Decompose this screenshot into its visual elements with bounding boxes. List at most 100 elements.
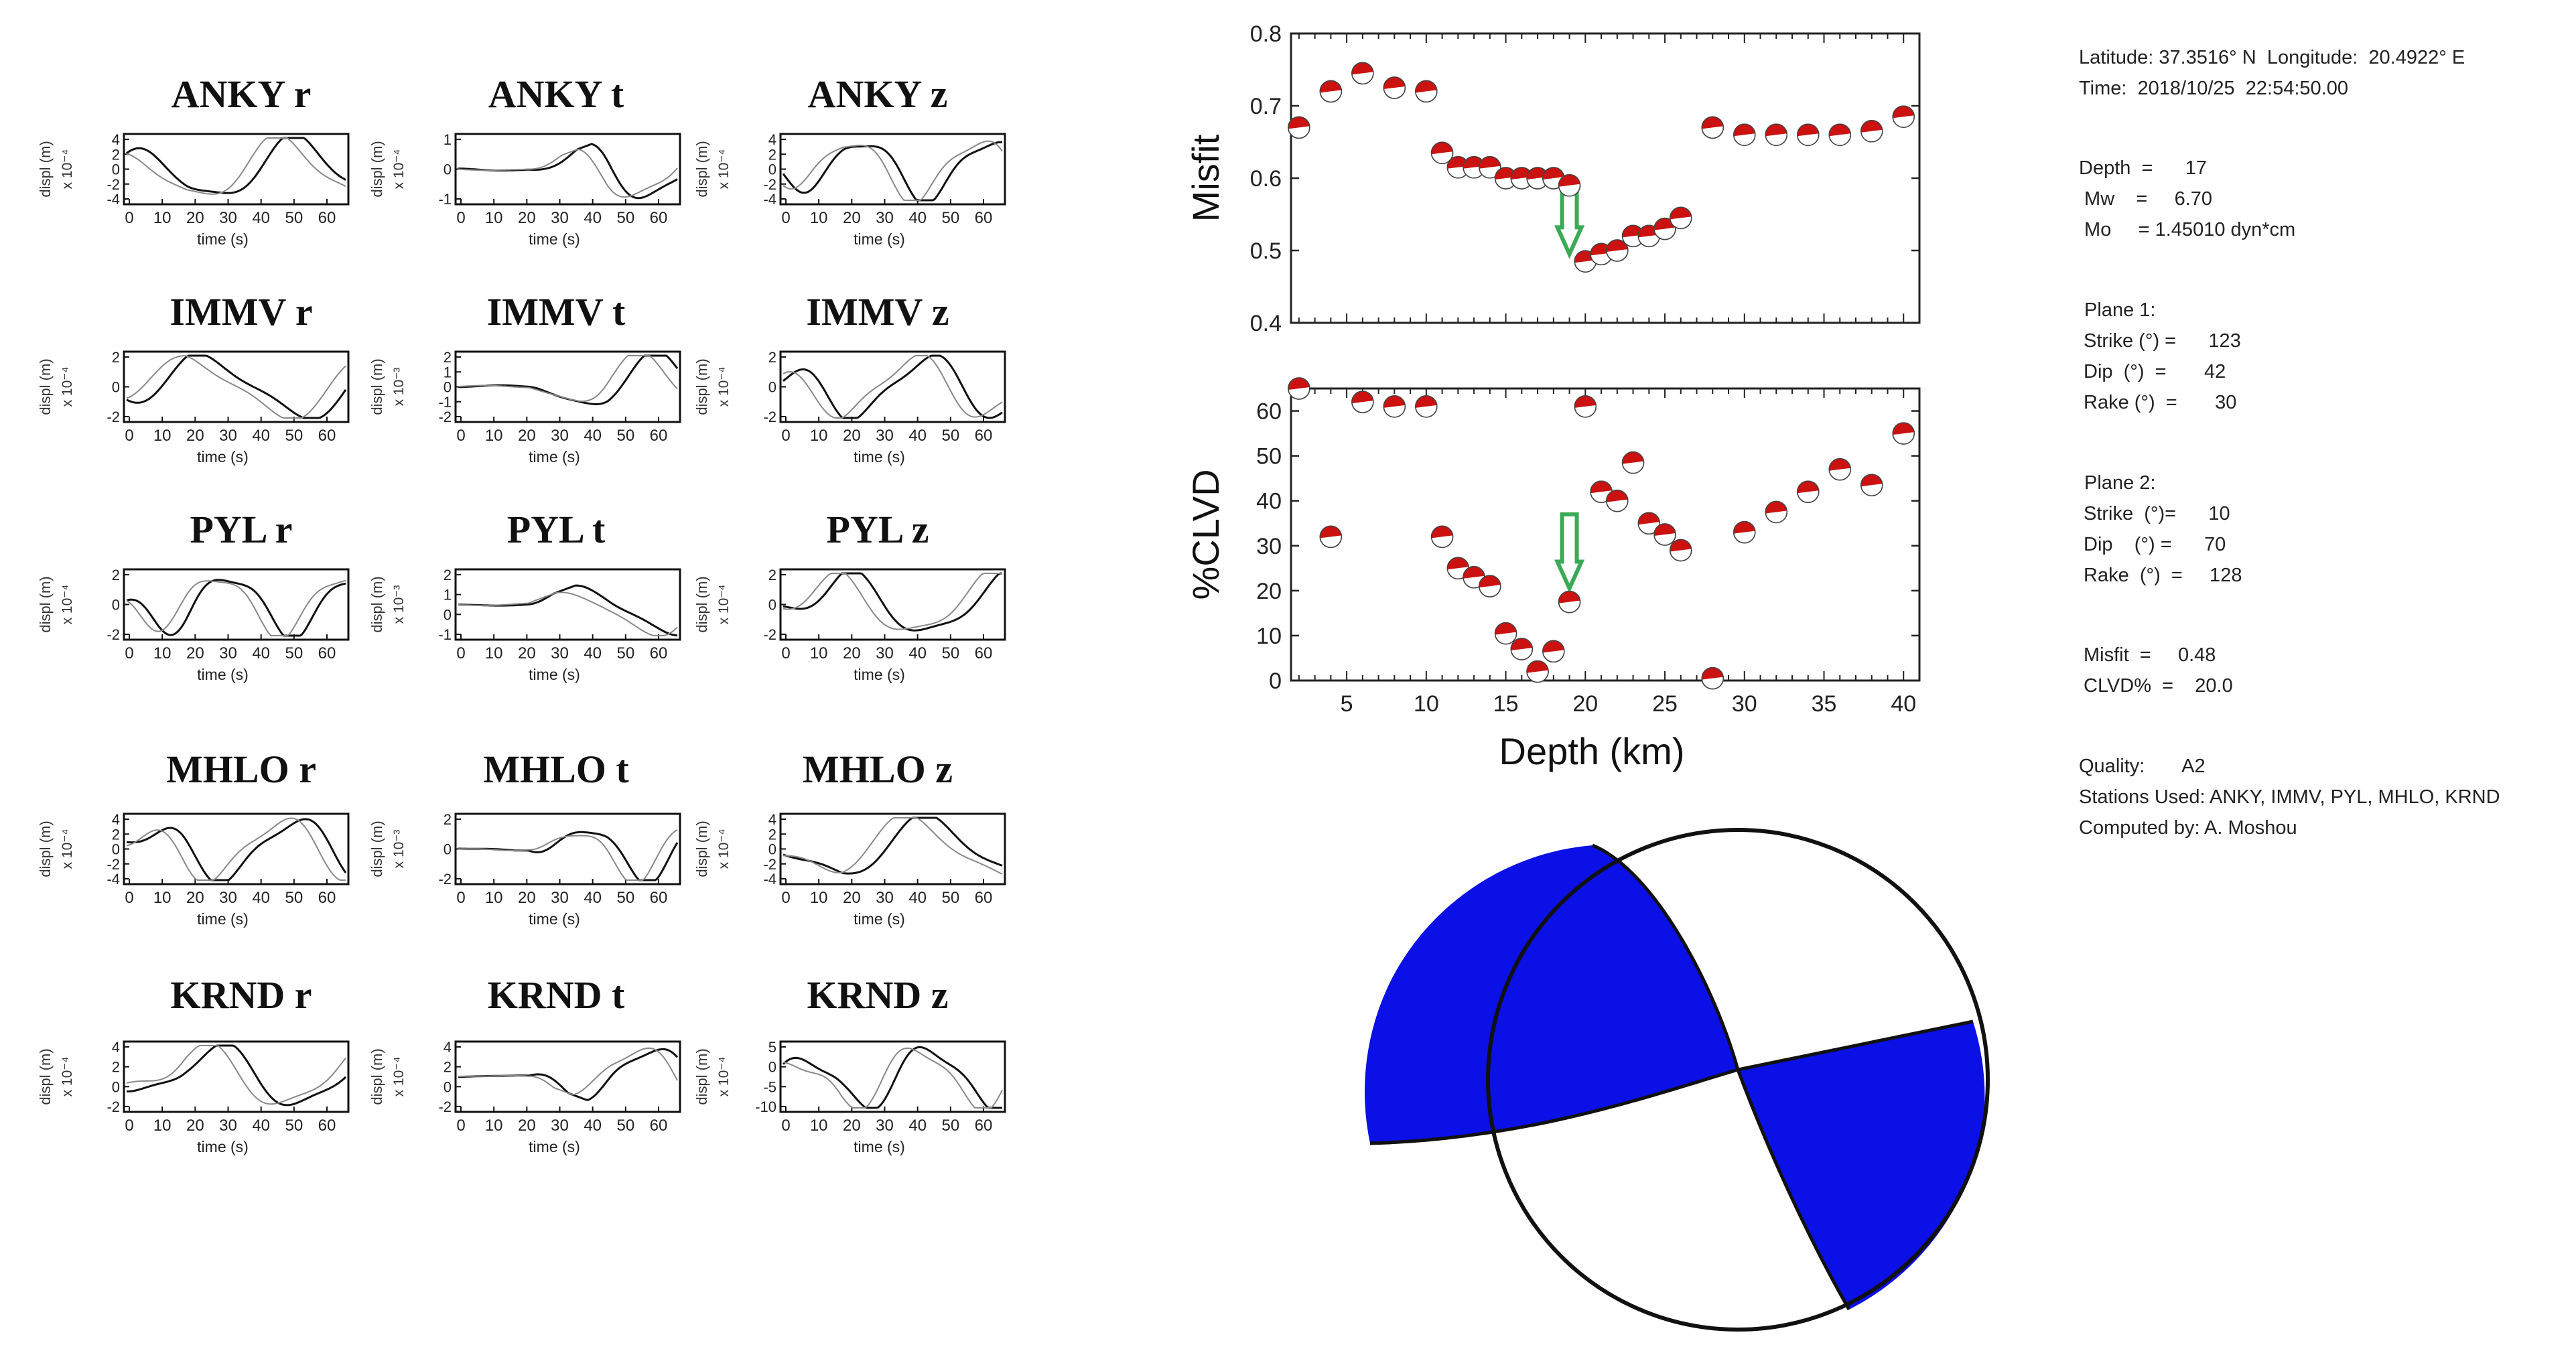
info-location: Latitude: 37.3516° N Longitude: 20.4922°…: [2079, 47, 2465, 68]
x-tick-label: 0: [125, 427, 133, 445]
y-tick-label: 0: [444, 841, 452, 858]
focal-mechanism-marker: [1670, 539, 1692, 562]
x-axis-label: Depth (km): [1499, 730, 1685, 772]
x-tick-label: 0: [456, 427, 465, 445]
observed-trace: [783, 1046, 1002, 1109]
x-tick-label: 40: [908, 644, 927, 662]
marker-outline: [1733, 520, 1756, 544]
synthetic-trace: [126, 817, 346, 881]
y-tick-label: -10: [755, 1098, 776, 1115]
x-tick-label: 50: [616, 427, 634, 445]
x-tick-label: 10: [153, 209, 172, 227]
marker-red: [1463, 566, 1485, 579]
synthetic-trace: [458, 1047, 678, 1096]
waveform-frame: [779, 1040, 1006, 1113]
x-tick-label: 40: [908, 1117, 927, 1135]
focal-mechanism-marker: [1542, 640, 1565, 663]
marker-outline: [1319, 525, 1343, 549]
y-tick-label: 0: [444, 161, 452, 178]
observed-trace: [783, 354, 1003, 419]
x-tick-label: 60: [650, 427, 668, 445]
y-tick-label: 10: [1256, 624, 1282, 649]
y-tick-label: 0: [112, 841, 120, 858]
plot-frame: [1290, 32, 1921, 324]
marker-outline: [1430, 525, 1454, 549]
focal-mechanism-marker: [1653, 523, 1676, 546]
marker-outline: [1510, 638, 1534, 660]
y-axis-scale: x 10⁻⁴: [391, 1057, 407, 1097]
y-axis-scale: x 10⁻⁴: [716, 367, 732, 407]
marker-red: [1288, 377, 1310, 390]
x-tick-label: 60: [975, 1117, 993, 1135]
focal-mechanism-marker: [1860, 474, 1883, 496]
x-tick-label: 30: [219, 1117, 237, 1135]
y-axis-scale: x 10⁻⁴: [60, 1057, 75, 1097]
x-tick-label: 10: [153, 644, 172, 662]
info-plane2-title: Plane 2:: [2079, 472, 2156, 494]
x-tick-label: 50: [616, 644, 634, 662]
focal-mechanism-marker: [1288, 116, 1310, 139]
x-tick-label: 60: [318, 209, 336, 227]
info-clvd: CLVD% = 20.0: [2084, 675, 2233, 697]
y-tick-label: 60: [1256, 399, 1282, 425]
synthetic-trace: [126, 579, 346, 636]
compressional-region-left: [1364, 845, 1738, 1143]
marker-outline: [1701, 116, 1724, 139]
info-plane1-rake: Rake (°) = 30: [2084, 392, 2237, 413]
y-tick-label: 0: [768, 161, 776, 178]
x-tick-label: 20: [1572, 691, 1598, 717]
x-axis-label: time (s): [197, 1138, 249, 1155]
x-tick-label: 40: [908, 427, 927, 445]
info-mo: Mo = 1.45010 dyn*cm: [2079, 219, 2296, 240]
x-tick-label: 40: [908, 889, 927, 907]
observed-trace: [126, 137, 346, 194]
x-tick-label: 40: [584, 427, 602, 445]
marker-outline: [1383, 76, 1406, 99]
waveform-title: ANKY r: [172, 72, 312, 116]
marker-outline: [1670, 206, 1692, 230]
y-axis-label: displ (m): [368, 358, 385, 415]
x-tick-label: 0: [456, 889, 465, 907]
x-tick-label: 30: [1732, 691, 1757, 717]
y-tick-label: -4: [763, 191, 776, 208]
x-tick-label: 60: [975, 427, 993, 445]
y-tick-label: 4: [768, 811, 776, 828]
waveform-title: IMMV t: [487, 290, 626, 334]
y-axis-label: Misfit: [1184, 134, 1227, 222]
marker-red: [1797, 481, 1819, 494]
observed-trace: [126, 818, 347, 881]
compressional-region-right: [1738, 1021, 1985, 1309]
x-tick-label: 30: [219, 427, 237, 445]
y-tick-label: 30: [1256, 534, 1282, 559]
marker-red: [1829, 124, 1851, 137]
focal-mechanism-marker: [1828, 123, 1852, 146]
focal-mechanism-marker: [1860, 120, 1883, 143]
marker-outline: [1765, 123, 1788, 146]
y-axis-label: displ (m): [693, 576, 710, 632]
x-tick-label: 30: [876, 209, 894, 227]
x-tick-label: 60: [318, 1117, 336, 1135]
y-axis-scale: x 10⁻³: [391, 368, 407, 407]
waveform-title: MHLO r: [166, 748, 316, 791]
info-depth: Depth = 17: [2079, 157, 2208, 179]
x-tick-label: 10: [485, 644, 503, 662]
marker-red: [1702, 117, 1724, 129]
marker-outline: [1430, 141, 1454, 164]
x-axis-label: time (s): [529, 1138, 580, 1155]
nodal-plane-2: [1369, 1019, 1974, 1145]
marker-red: [1765, 501, 1787, 514]
x-tick-label: 40: [252, 1117, 270, 1135]
marker-red: [1860, 474, 1883, 487]
y-tick-label: 5: [768, 1039, 776, 1056]
marker-outline: [1670, 539, 1692, 562]
y-tick-label: 0.5: [1250, 238, 1282, 264]
waveform-title: ANKY z: [808, 72, 948, 116]
marker-outline: [1494, 622, 1517, 645]
y-tick-label: 0.8: [1250, 21, 1282, 47]
x-tick-label: 0: [125, 889, 133, 907]
marker-outline: [1860, 120, 1883, 143]
marker-red: [1383, 395, 1406, 408]
x-tick-label: 10: [153, 1117, 172, 1135]
